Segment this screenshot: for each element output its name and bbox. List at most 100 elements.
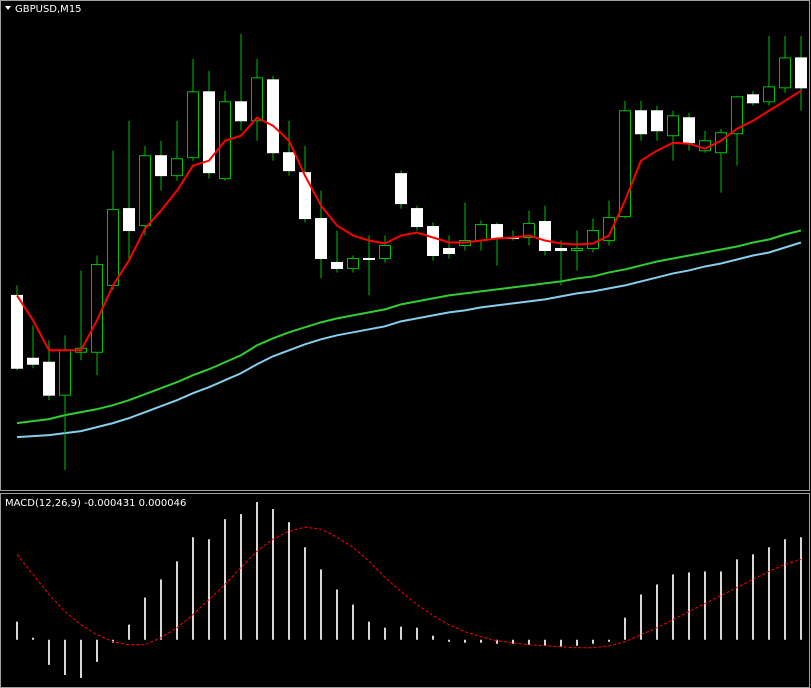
candle-body (635, 110, 647, 135)
macd-bar (464, 639, 466, 643)
candle-body (667, 115, 679, 137)
macd-bar (384, 627, 386, 640)
candle-body (155, 155, 167, 177)
candle-body (235, 101, 247, 122)
indicator-line (16, 526, 802, 649)
candle-body (571, 247, 583, 251)
candle-body (683, 117, 695, 144)
macd-bar (96, 639, 98, 662)
macd-bar (416, 627, 418, 640)
macd-bar (576, 639, 578, 646)
candle-body (747, 94, 759, 104)
main-panel (0, 0, 810, 491)
macd-bar (768, 547, 770, 640)
candle-body (731, 96, 743, 135)
macd-bar (720, 571, 722, 640)
candle-body (331, 261, 343, 269)
candle-body (555, 247, 567, 251)
candle-body (91, 263, 103, 353)
candle-body (651, 110, 663, 132)
macd-bar (144, 597, 146, 640)
macd-bar (480, 639, 482, 643)
menu-triangle[interactable] (5, 6, 11, 10)
candle-body (299, 172, 311, 220)
candle-body (523, 223, 535, 239)
candle-body (203, 91, 215, 174)
macd-bar (736, 559, 738, 640)
macd-bar (496, 639, 498, 644)
macd-bar (208, 539, 210, 640)
macd-title: MACD(12,26,9) -0.000431 0.000046 (5, 498, 186, 509)
macd-bar (432, 635, 434, 640)
indicator-line (16, 241, 802, 439)
macd-bar (352, 604, 354, 640)
candle-body (795, 57, 807, 89)
candle-body (363, 257, 375, 260)
macd-bar (640, 594, 642, 640)
candle-body (251, 77, 263, 122)
macd-bar (368, 621, 370, 640)
candle-body (43, 361, 55, 396)
macd-bar (784, 539, 786, 640)
candle-body (315, 218, 327, 259)
candle-body (619, 110, 631, 218)
candle-body (587, 230, 599, 249)
macd-bar (16, 621, 18, 640)
macd-bar (704, 571, 706, 640)
macd-bar (32, 637, 34, 640)
macd-bar (336, 589, 338, 640)
macd-bar (544, 639, 546, 646)
candle-body (139, 155, 151, 227)
macd-bar (800, 537, 802, 640)
macd-bar (752, 554, 754, 640)
macd-bar (224, 519, 226, 640)
macd-bar (448, 639, 450, 642)
indicator-line (16, 229, 802, 425)
candle-body (443, 247, 455, 254)
macd-bar (688, 572, 690, 640)
macd-bar (592, 639, 594, 644)
macd-bar (160, 579, 162, 640)
candle-body (107, 209, 119, 286)
candle-body (539, 221, 551, 251)
macd-bar (400, 626, 402, 640)
macd-bar (288, 522, 290, 640)
macd-bar (128, 624, 130, 640)
macd-bar (48, 639, 50, 665)
macd-bar (672, 574, 674, 640)
macd-bar (80, 639, 82, 678)
candle-body (411, 208, 423, 228)
macd-bar (608, 639, 610, 642)
candle-body (123, 208, 135, 232)
macd-bar (512, 639, 514, 644)
indicator-line (16, 89, 802, 352)
macd-bar (656, 584, 658, 640)
macd-bar (304, 547, 306, 640)
candle-body (395, 173, 407, 205)
candle-body (171, 158, 183, 177)
macd-bar (560, 639, 562, 647)
macd-bar (192, 537, 194, 640)
candle-body (187, 91, 199, 159)
macd-bar (240, 514, 242, 640)
candle-body (603, 217, 615, 242)
macd-bar (272, 509, 274, 640)
candle-body (475, 224, 487, 242)
candle-body (379, 245, 391, 259)
candle-body (427, 226, 439, 256)
macd-bar (320, 569, 322, 640)
candle-body (779, 57, 791, 89)
chart-title: GBPUSD,M15 (15, 4, 82, 15)
candle-body (283, 152, 295, 172)
candle-body (763, 86, 775, 103)
macd-bar (176, 561, 178, 640)
candle-body (347, 257, 359, 269)
candle-body (491, 224, 503, 240)
candle-body (27, 357, 39, 365)
candle-body (59, 349, 71, 396)
candle-body (11, 294, 23, 369)
macd-panel (0, 493, 810, 688)
macd-bar (256, 502, 258, 640)
